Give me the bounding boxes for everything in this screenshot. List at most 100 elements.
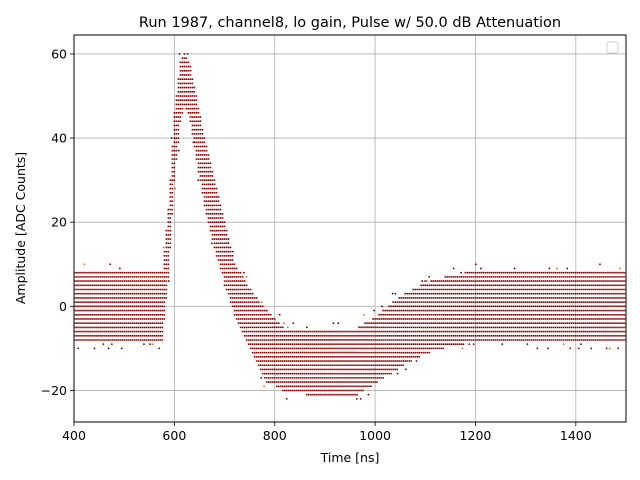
x-axis-label: Time [ns] (320, 450, 380, 465)
outlier-point (404, 368, 407, 371)
outlier-point (245, 275, 248, 278)
outlier-point (556, 267, 558, 270)
outlier-point (394, 292, 397, 295)
outlier-point (391, 292, 394, 295)
y-axis-label: Amplitude [ADC Counts] (13, 152, 28, 304)
outlier-point (599, 263, 601, 266)
outlier-point (480, 267, 482, 270)
outlier-point (396, 372, 399, 375)
outlier-point (548, 267, 551, 270)
outlier-point (263, 385, 265, 388)
outlier-point (513, 267, 516, 270)
outlier-point (460, 271, 463, 274)
outlier-point (425, 280, 428, 282)
outlier-point (605, 347, 608, 350)
outlier-point (562, 343, 565, 346)
outlier-point (118, 267, 121, 270)
outlier-point (526, 343, 529, 346)
outlier-point (174, 187, 177, 190)
outlier-point (415, 360, 418, 362)
outlier-point (243, 271, 245, 274)
outlier-point (363, 313, 365, 316)
outlier-point (283, 322, 286, 325)
outlier-point (536, 347, 539, 350)
chart-title: Run 1987, channel8, lo gain, Pulse w/ 50… (139, 15, 561, 31)
x-tick-label: 400 (62, 428, 86, 443)
plot-area (74, 35, 626, 422)
outlier-point (547, 347, 549, 350)
outlier-point (381, 305, 383, 308)
outlier-point (278, 313, 281, 316)
outlier-point (355, 397, 358, 400)
outlier-point (569, 347, 572, 350)
outlier-point (177, 149, 180, 152)
outlier-point (285, 397, 288, 400)
outlier-point (197, 179, 200, 182)
outlier-point (452, 267, 455, 270)
outlier-point (424, 280, 427, 282)
outlier-point (167, 280, 170, 282)
outlier-point (120, 347, 123, 350)
outlier-point (223, 284, 226, 287)
outlier-point (109, 263, 112, 266)
outlier-point (608, 347, 611, 350)
y-tick-label: 0 (59, 299, 67, 314)
outlier-point (149, 343, 151, 346)
data-points (74, 53, 626, 400)
x-tick-label: 800 (263, 428, 287, 443)
outlier-point (577, 347, 580, 350)
y-tick-label: −20 (41, 383, 67, 398)
outlier-point (461, 347, 464, 350)
outlier-point (170, 137, 173, 139)
outlier-point (305, 326, 308, 329)
y-tick-label: 60 (51, 46, 67, 61)
outlier-point (83, 263, 86, 266)
outlier-point (373, 309, 376, 312)
outlier-point (475, 263, 477, 266)
x-tick-label: 1000 (359, 428, 391, 443)
outlier-point (286, 326, 289, 329)
outlier-point (428, 275, 431, 278)
outlier-point (102, 343, 105, 346)
grid (73, 35, 626, 422)
outlier-point (566, 267, 569, 270)
outlier-point (110, 343, 113, 346)
outlier-point (143, 343, 145, 346)
outlier-point (421, 280, 424, 282)
outlier-point (265, 381, 268, 383)
plot-frame (73, 34, 627, 423)
x-tick-label: 1200 (460, 428, 492, 443)
outlier-point (359, 397, 362, 400)
outlier-point (590, 347, 593, 350)
y-tick-label: 20 (51, 215, 67, 230)
outlier-point (618, 267, 621, 270)
x-axis: 400 600 800 1000 1200 1400 (62, 422, 592, 443)
outlier-point (332, 322, 335, 325)
outlier-point (472, 343, 475, 346)
outlier-point (151, 343, 154, 346)
outlier-point (501, 343, 504, 346)
outlier-point (210, 242, 213, 245)
outlier-point (107, 347, 110, 350)
outlier-point (178, 53, 181, 55)
x-tick-label: 1400 (560, 428, 592, 443)
outlier-point (367, 393, 370, 396)
outlier-point (468, 343, 471, 346)
outlier-point (261, 301, 263, 304)
outlier-point (93, 347, 96, 350)
outlier-point (158, 347, 160, 350)
outlier-point (231, 250, 234, 253)
outlier-point (580, 343, 582, 346)
outlier-point (337, 322, 340, 325)
x-tick-label: 600 (162, 428, 186, 443)
outlier-point (77, 347, 80, 350)
outlier-point (260, 376, 263, 379)
legend-box (606, 41, 619, 54)
outlier-point (617, 347, 620, 350)
y-tick-label: 40 (51, 131, 67, 146)
outlier-point (292, 322, 295, 325)
outlier-point (186, 53, 189, 55)
outlier-point (162, 246, 165, 249)
y-axis: −20 0 20 40 60 (41, 46, 74, 398)
